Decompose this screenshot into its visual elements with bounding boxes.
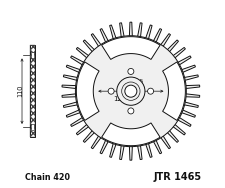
Text: 8.5: 8.5 [134, 79, 144, 84]
Circle shape [147, 88, 153, 94]
Bar [30, 45, 35, 137]
Circle shape [124, 85, 136, 97]
Polygon shape [101, 123, 159, 146]
Bar [31, 124, 34, 130]
Circle shape [127, 108, 133, 114]
Text: 126: 126 [113, 96, 126, 102]
Polygon shape [76, 62, 99, 120]
Text: Chain 420: Chain 420 [25, 173, 69, 182]
Polygon shape [62, 22, 199, 160]
Bar [31, 52, 34, 58]
Text: 110: 110 [17, 85, 23, 97]
Circle shape [121, 82, 140, 100]
Polygon shape [162, 62, 184, 120]
Circle shape [108, 88, 114, 94]
Circle shape [75, 36, 185, 147]
Bar [30, 45, 35, 137]
Text: JTR 1465: JTR 1465 [153, 172, 200, 182]
Circle shape [116, 77, 144, 105]
Polygon shape [101, 37, 159, 59]
Circle shape [127, 68, 133, 74]
